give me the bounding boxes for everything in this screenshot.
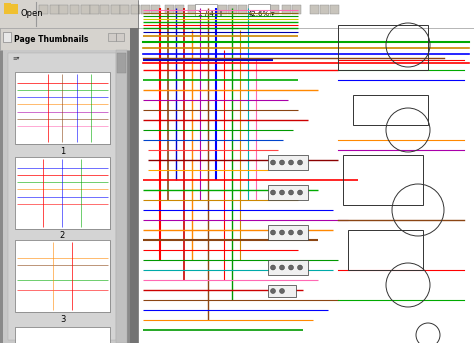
Circle shape xyxy=(289,190,293,195)
Bar xyxy=(90,5,99,14)
Bar xyxy=(165,5,174,14)
Bar xyxy=(175,5,184,14)
Bar xyxy=(50,5,59,14)
Bar xyxy=(4,3,11,6)
Bar xyxy=(70,5,79,14)
Bar xyxy=(292,5,301,14)
Bar xyxy=(0,28,130,343)
Bar xyxy=(195,4,217,16)
Bar xyxy=(141,5,150,14)
Text: Open: Open xyxy=(21,10,44,19)
Circle shape xyxy=(289,265,293,270)
Bar xyxy=(228,5,237,14)
Circle shape xyxy=(298,190,302,195)
Bar xyxy=(100,5,109,14)
Circle shape xyxy=(271,190,275,195)
Text: 1 / 4: 1 / 4 xyxy=(198,11,214,17)
Bar xyxy=(218,5,227,14)
Bar xyxy=(4,4,18,14)
Text: 1: 1 xyxy=(60,146,65,155)
Bar xyxy=(268,285,296,297)
Bar xyxy=(353,95,428,125)
Bar xyxy=(338,25,428,70)
Bar xyxy=(320,5,329,14)
Bar xyxy=(8,53,116,340)
Circle shape xyxy=(271,160,275,165)
Circle shape xyxy=(280,288,284,294)
Bar xyxy=(268,225,308,240)
Circle shape xyxy=(271,265,275,270)
Bar xyxy=(16,241,111,313)
Circle shape xyxy=(298,160,302,165)
Bar xyxy=(343,155,423,205)
Bar xyxy=(108,33,116,41)
Text: ≡▾: ≡▾ xyxy=(12,56,19,60)
Text: +: + xyxy=(216,9,224,19)
Circle shape xyxy=(298,265,302,270)
Bar xyxy=(3,32,11,42)
Circle shape xyxy=(271,230,275,235)
Bar xyxy=(59,5,68,14)
Bar xyxy=(131,5,140,14)
Bar xyxy=(16,158,111,230)
Bar xyxy=(39,5,48,14)
Circle shape xyxy=(280,190,284,195)
Bar xyxy=(188,5,197,14)
Bar xyxy=(248,4,270,16)
Circle shape xyxy=(280,160,284,165)
Bar xyxy=(16,73,111,145)
Bar xyxy=(0,28,130,50)
Bar xyxy=(0,0,474,28)
Bar xyxy=(138,0,474,343)
Bar xyxy=(116,50,127,343)
Circle shape xyxy=(271,288,275,294)
Bar xyxy=(348,230,423,270)
Text: ▾: ▾ xyxy=(271,11,275,17)
Circle shape xyxy=(289,160,293,165)
Circle shape xyxy=(280,230,284,235)
Bar xyxy=(116,33,124,41)
Bar xyxy=(151,5,160,14)
Circle shape xyxy=(289,230,293,235)
Bar xyxy=(130,28,138,343)
Bar xyxy=(81,5,90,14)
Bar xyxy=(268,260,308,275)
Bar xyxy=(268,155,308,170)
Bar xyxy=(310,5,319,14)
Bar xyxy=(120,5,129,14)
Bar xyxy=(117,53,126,73)
Text: 42,6%: 42,6% xyxy=(248,11,270,17)
Circle shape xyxy=(280,265,284,270)
Text: −: − xyxy=(186,9,194,19)
Bar xyxy=(111,5,120,14)
Bar xyxy=(250,5,259,14)
Circle shape xyxy=(298,230,302,235)
Text: 2: 2 xyxy=(60,232,65,240)
Bar xyxy=(15,240,110,312)
Bar xyxy=(330,5,339,14)
Bar xyxy=(282,5,291,14)
Bar xyxy=(270,5,279,14)
Bar xyxy=(200,5,209,14)
Text: Page Thumbnails: Page Thumbnails xyxy=(14,35,88,44)
Bar xyxy=(15,327,110,343)
Bar xyxy=(268,185,308,200)
Bar xyxy=(238,5,247,14)
Bar xyxy=(15,157,110,229)
Bar xyxy=(3,50,127,343)
Text: 3: 3 xyxy=(60,315,65,323)
Bar xyxy=(15,72,110,144)
